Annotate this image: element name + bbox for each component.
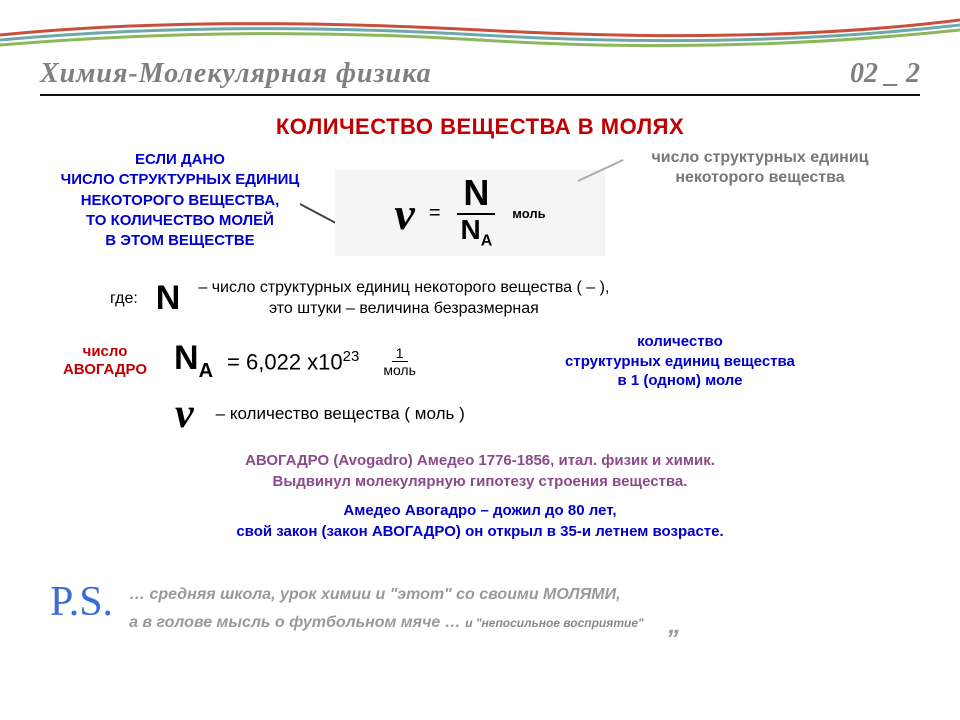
biography-1: АВОГАДРО (Avogadro) Амедео 1776-1856, ит… bbox=[0, 450, 960, 492]
nu-symbol: ν bbox=[394, 187, 414, 240]
ps-label: P.S. bbox=[50, 578, 113, 626]
avogadro-label: число АВОГАДРО bbox=[50, 343, 160, 379]
n-symbol: N bbox=[156, 279, 181, 318]
annot-l1: число структурных единиц bbox=[610, 148, 910, 168]
intro-l2: ЧИСЛО СТРУКТУРНЫХ ЕДИНИЦ bbox=[50, 170, 310, 190]
avogadro-row: число АВОГАДРО NA = 6,022 x1023 1 моль к… bbox=[50, 332, 920, 391]
fraction: N NA bbox=[455, 175, 499, 250]
intro-l1: ЕСЛИ ДАНО bbox=[50, 150, 310, 170]
nu-symbol-2: ν bbox=[175, 390, 194, 438]
annot-l2: некоторого вещества bbox=[610, 168, 910, 188]
biography-2: Амедео Авогадро – дожил до 80 лет, свой … bbox=[0, 500, 960, 542]
unit-fraction: 1 моль bbox=[379, 345, 420, 378]
where-row: где: N – число структурных единиц некото… bbox=[110, 278, 920, 320]
avogadro-description: количество структурных единиц вещества в… bbox=[440, 332, 920, 391]
nu-definition-row: ν – количество вещества ( моль ) bbox=[175, 390, 465, 438]
main-title: КОЛИЧЕСТВО ВЕЩЕСТВА В МОЛЯХ bbox=[0, 114, 960, 140]
fraction-bot: NA bbox=[455, 215, 499, 250]
decorative-ribbon bbox=[0, 10, 960, 50]
intro-l5: В ЭТОМ ВЕЩЕСТВЕ bbox=[50, 231, 310, 251]
unit-mol: моль bbox=[512, 206, 545, 221]
header-number: 02 _ 2 bbox=[850, 58, 920, 90]
ps-row: P.S. … средняя школа, урок химии и "этот… bbox=[50, 578, 920, 643]
where-label: где: bbox=[110, 290, 138, 308]
header-title: Химия-Молекулярная физика bbox=[40, 58, 432, 90]
formula-box: ν = N NA моль bbox=[335, 170, 605, 256]
na-symbol: NA bbox=[174, 339, 213, 383]
annotation-right: число структурных единиц некоторого веще… bbox=[610, 148, 910, 188]
equals: = bbox=[429, 202, 441, 225]
intro-block: ЕСЛИ ДАНО ЧИСЛО СТРУКТУРНЫХ ЕДИНИЦ НЕКОТ… bbox=[50, 150, 310, 251]
fraction-top: N bbox=[457, 175, 495, 215]
avogadro-value: = 6,022 x1023 bbox=[227, 348, 359, 375]
nu-def-text: – количество вещества ( моль ) bbox=[216, 404, 465, 424]
ps-text: … средняя школа, урок химии и "этот" со … bbox=[129, 578, 681, 643]
intro-l4: ТО КОЛИЧЕСТВО МОЛЕЙ bbox=[50, 211, 310, 231]
where-text: – число структурных единиц некоторого ве… bbox=[198, 278, 609, 320]
intro-l3: НЕКОТОРОГО ВЕЩЕСТВА, bbox=[50, 191, 310, 211]
page-header: Химия-Молекулярная физика 02 _ 2 bbox=[40, 58, 920, 96]
